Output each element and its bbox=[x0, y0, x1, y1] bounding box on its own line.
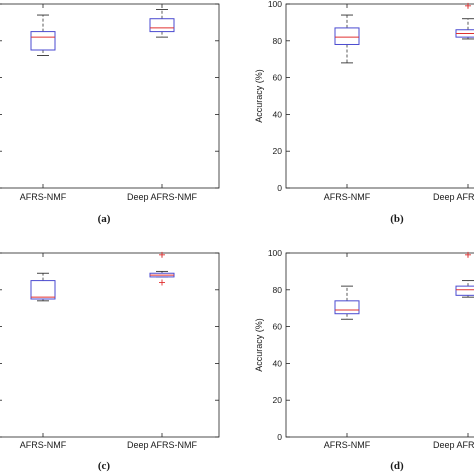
y-tick-label: 0 bbox=[277, 432, 282, 442]
y-tick-label: 20 bbox=[273, 395, 283, 405]
box-deep-afrs-nmf bbox=[149, 251, 175, 286]
y-axis-label: Accuracy (%) bbox=[254, 318, 264, 372]
axes-frame bbox=[0, 252, 220, 438]
category-label: AFRS-NMF bbox=[20, 440, 67, 450]
box-deep-afrs-nmf bbox=[149, 9, 175, 38]
y-tick-label: 20 bbox=[273, 146, 283, 156]
y-tick-label: 40 bbox=[273, 109, 283, 119]
outlier-marker bbox=[159, 279, 165, 286]
panel-2: 0 20 40 60 80 100 AFRS-NMF Deep AFRS-NMF Accurac… bbox=[254, 0, 474, 225]
axes-frame bbox=[0, 3, 220, 189]
axes-frame bbox=[285, 3, 474, 189]
outlier-marker bbox=[159, 251, 165, 258]
y-tick-label: 80 bbox=[273, 285, 283, 295]
y-tick-label: 80 bbox=[273, 36, 283, 46]
box-afrs-nmf bbox=[30, 14, 56, 56]
y-axis-label: Accuracy (%) bbox=[254, 69, 264, 123]
category-label: AFRS-NMF bbox=[324, 192, 371, 202]
iqr-box bbox=[334, 27, 360, 45]
panel-label: (a) bbox=[98, 213, 111, 225]
outlier-marker bbox=[465, 251, 471, 258]
panel-1: AFRS-NMF Deep AFRS-NMF (a) bbox=[0, 3, 220, 225]
iqr-box bbox=[30, 280, 56, 300]
box-deep-afrs-nmf bbox=[455, 2, 474, 40]
box-afrs-nmf bbox=[30, 272, 56, 302]
y-tick-label: 40 bbox=[273, 358, 283, 368]
y-tick-label: 100 bbox=[268, 0, 282, 9]
panel-3: AFRS-NMF Deep AFRS-NMF (c) bbox=[0, 251, 220, 472]
y-tick-label: 60 bbox=[273, 322, 283, 332]
category-label: Deep AFRS-NMF bbox=[433, 440, 474, 450]
iqr-box bbox=[149, 18, 175, 33]
panel-label: (c) bbox=[98, 460, 111, 472]
iqr-box bbox=[30, 31, 56, 51]
category-label: AFRS-NMF bbox=[324, 440, 371, 450]
box-deep-afrs-nmf bbox=[455, 251, 474, 298]
panel-label: (d) bbox=[390, 460, 404, 472]
y-tick-label: 60 bbox=[273, 73, 283, 83]
category-label: AFRS-NMF bbox=[20, 192, 67, 202]
box-afrs-nmf bbox=[334, 14, 360, 64]
category-label: Deep AFRS-NMF bbox=[433, 192, 474, 202]
box-afrs-nmf bbox=[334, 285, 360, 320]
category-label: Deep AFRS-NMF bbox=[127, 192, 198, 202]
iqr-box bbox=[334, 300, 360, 315]
axes-frame bbox=[285, 252, 474, 438]
iqr-box bbox=[455, 285, 474, 296]
outlier-marker bbox=[465, 2, 471, 9]
panel-4: 0 20 40 60 80 100 AFRS-NMF Deep AFRS-NMF Accurac… bbox=[254, 248, 474, 472]
y-tick-label: 0 bbox=[277, 183, 282, 193]
category-label: Deep AFRS-NMF bbox=[127, 440, 198, 450]
panel-label: (b) bbox=[390, 213, 404, 225]
y-tick-label: 100 bbox=[268, 248, 282, 258]
